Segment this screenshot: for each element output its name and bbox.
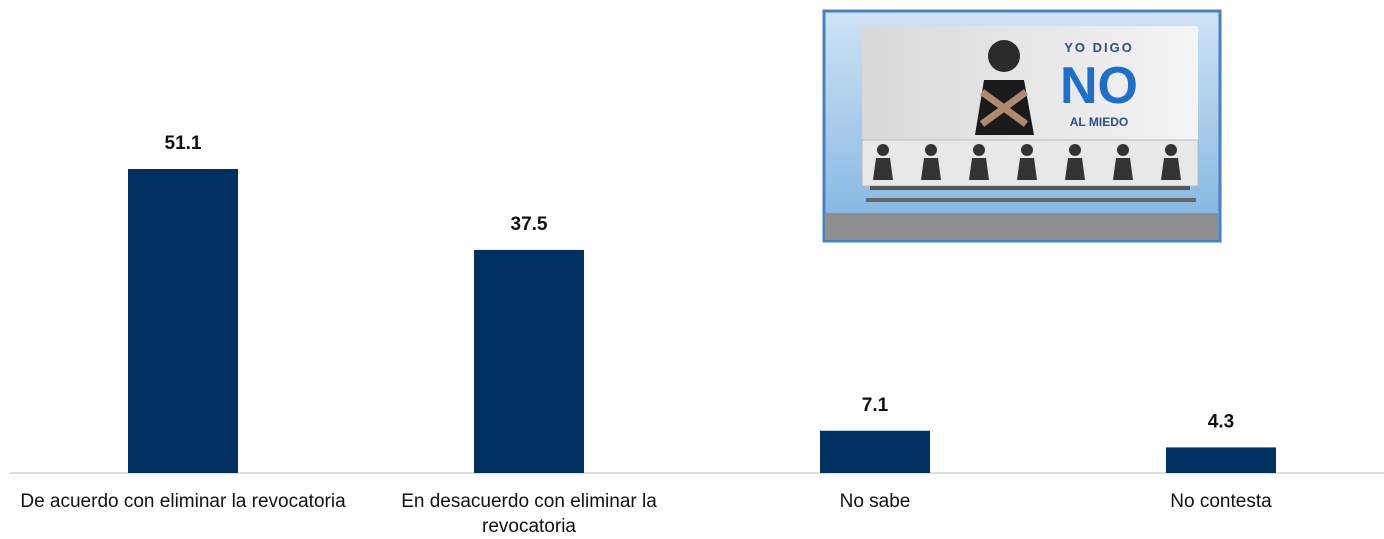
bar [1166, 447, 1276, 473]
value-label: 4.3 [1208, 411, 1234, 432]
inset-text: YO DIGO [1064, 40, 1134, 55]
value-label: 7.1 [862, 395, 889, 416]
inset-text: NO [1060, 57, 1138, 115]
bar [128, 169, 238, 473]
x-tick-label: No sabe [839, 491, 911, 512]
x-tick-label: No contesta [1170, 491, 1272, 512]
inset-text: AL MIEDO [1070, 115, 1128, 129]
value-label: 37.5 [511, 214, 548, 235]
bar [474, 249, 584, 473]
inset-image: YO DIGO NO AL MIEDO [822, 9, 1222, 243]
x-tick-label: De acuerdo con eliminar la revocatoria [20, 491, 346, 512]
bar [820, 430, 930, 473]
x-tick-label: En desacuerdo con eliminar la revocatori… [401, 491, 657, 537]
value-label: 51.1 [165, 133, 202, 154]
